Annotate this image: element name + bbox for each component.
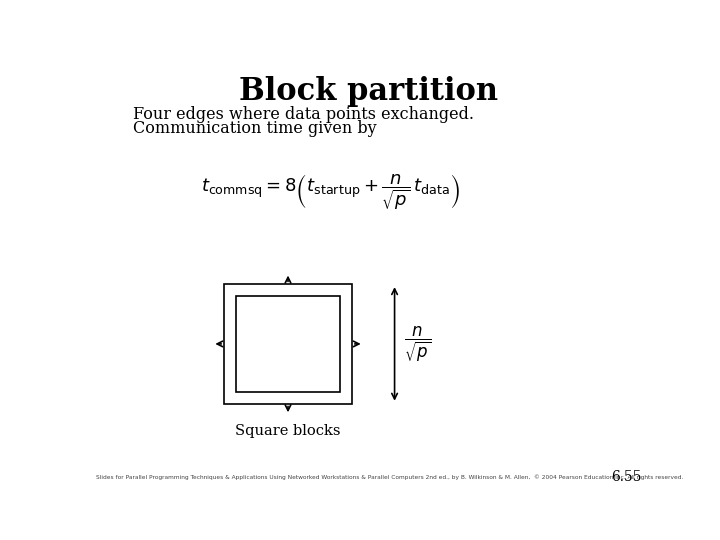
Bar (224, 284, 352, 403)
Text: Slides for Parallel Programming Techniques & Applications Using Networked Workst: Slides for Parallel Programming Techniqu… (96, 474, 683, 480)
Text: Block partition: Block partition (240, 76, 498, 107)
Text: 6.55: 6.55 (611, 470, 642, 484)
Text: Four edges where data points exchanged.: Four edges where data points exchanged. (132, 106, 474, 123)
Bar (235, 296, 341, 392)
Text: Communication time given by: Communication time given by (132, 120, 377, 137)
Text: $\dfrac{n}{\sqrt{p}}$: $\dfrac{n}{\sqrt{p}}$ (405, 325, 431, 363)
Text: $t_{\mathrm{commsq}} = 8\left(t_{\mathrm{startup}} + \dfrac{n}{\sqrt{p}}\, t_{\m: $t_{\mathrm{commsq}} = 8\left(t_{\mathrm… (201, 172, 460, 212)
Text: Square blocks: Square blocks (235, 423, 341, 437)
